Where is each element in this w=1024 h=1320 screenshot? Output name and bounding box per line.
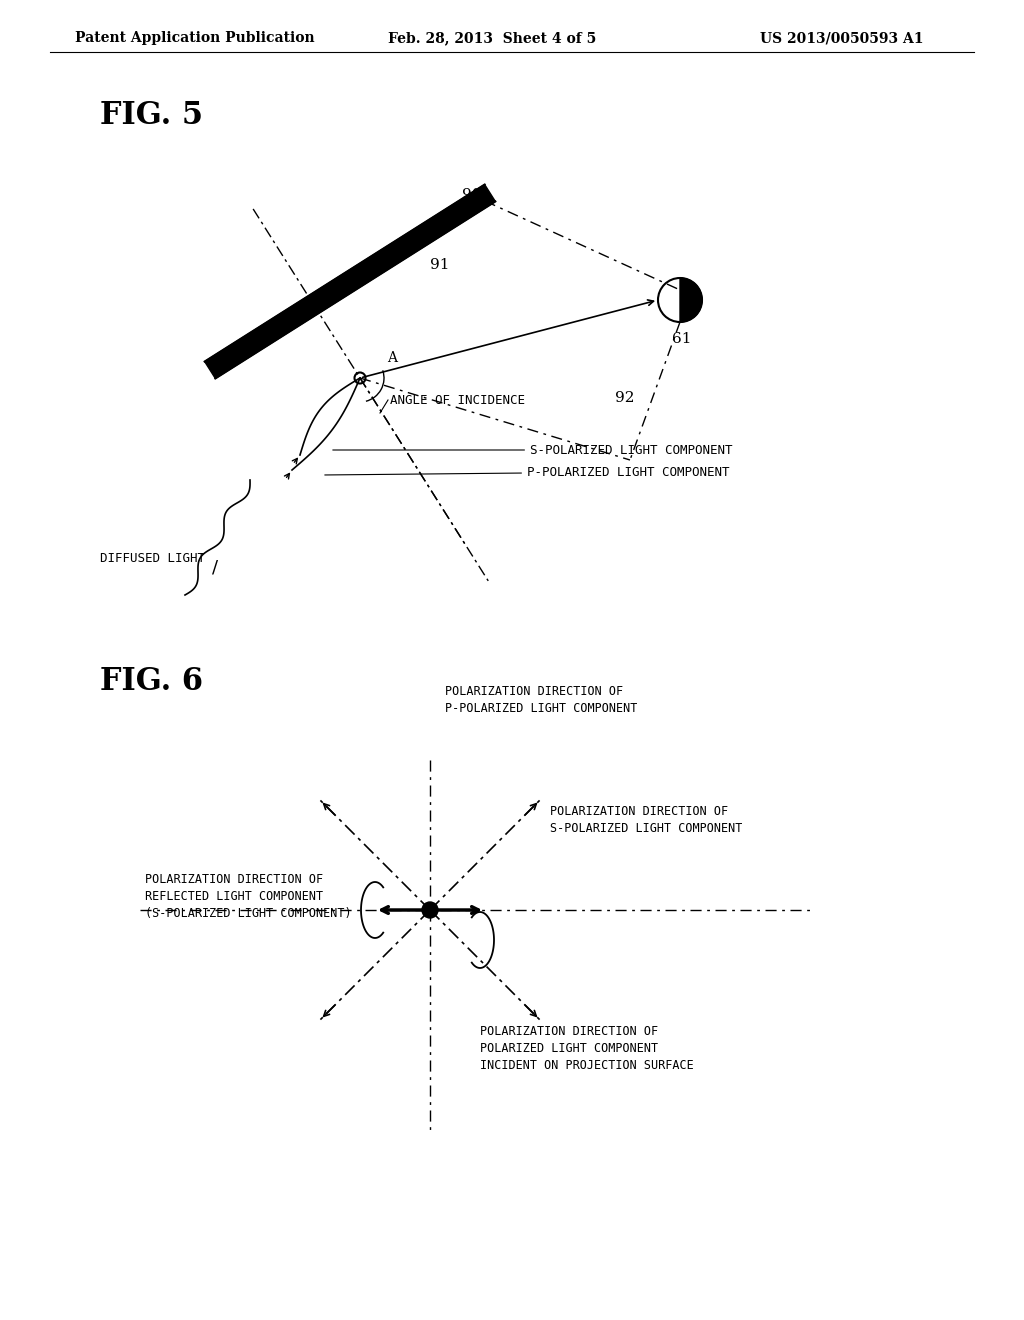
Text: POLARIZATION DIRECTION OF
S-POLARIZED LIGHT COMPONENT: POLARIZATION DIRECTION OF S-POLARIZED LI… [550,805,742,836]
Text: /: / [212,558,218,577]
Text: P-POLARIZED LIGHT COMPONENT: P-POLARIZED LIGHT COMPONENT [325,466,729,479]
Text: POLARIZATION DIRECTION OF
POLARIZED LIGHT COMPONENT
INCIDENT ON PROJECTION SURFA: POLARIZATION DIRECTION OF POLARIZED LIGH… [480,1026,693,1072]
Text: DIFFUSED LIGHT: DIFFUSED LIGHT [100,552,205,565]
Text: 92: 92 [615,391,635,405]
Text: Feb. 28, 2013  Sheet 4 of 5: Feb. 28, 2013 Sheet 4 of 5 [388,30,596,45]
Polygon shape [680,279,702,322]
Text: POLARIZATION DIRECTION OF
REFLECTED LIGHT COMPONENT
(S-POLARIZED LIGHT COMPONENT: POLARIZATION DIRECTION OF REFLECTED LIGH… [145,873,351,920]
Text: FIG. 5: FIG. 5 [100,99,203,131]
Text: S-POLARIZED LIGHT COMPONENT: S-POLARIZED LIGHT COMPONENT [333,444,732,457]
Text: 91: 91 [430,257,450,272]
Text: 90: 90 [462,187,481,202]
Text: FIG. 6: FIG. 6 [100,667,203,697]
Text: 61: 61 [672,333,692,346]
Polygon shape [205,185,496,379]
Circle shape [422,902,438,917]
Text: ANGLE OF INCIDENCE: ANGLE OF INCIDENCE [390,393,525,407]
Text: US 2013/0050593 A1: US 2013/0050593 A1 [760,30,924,45]
Text: Patent Application Publication: Patent Application Publication [75,30,314,45]
Text: POLARIZATION DIRECTION OF
P-POLARIZED LIGHT COMPONENT: POLARIZATION DIRECTION OF P-POLARIZED LI… [445,685,637,715]
Text: A: A [387,351,397,366]
